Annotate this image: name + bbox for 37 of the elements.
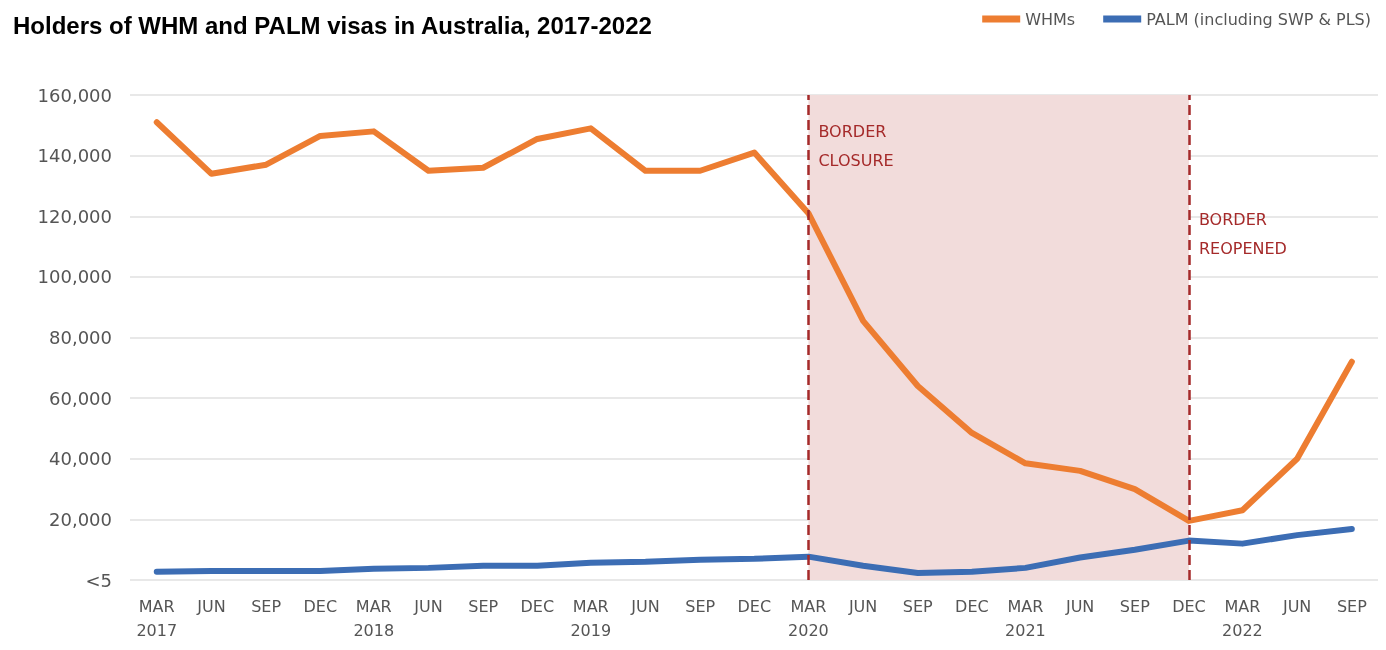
ref-line-label: BORDER REOPENED [1198, 210, 1287, 258]
x-tick-label: JUN [196, 596, 226, 616]
y-tick-label: <5 [85, 569, 112, 591]
y-tick-label: 100,000 [37, 266, 112, 288]
y-tick-label: 80,000 [49, 327, 112, 348]
x-tick-label: SEP [468, 596, 499, 616]
x-tick-label: JUN [630, 596, 660, 616]
x-tick-label: JUN [1281, 596, 1312, 616]
x-tick-label: MAR 2019 [570, 596, 612, 640]
x-tick-label: SEP [1336, 596, 1368, 616]
x-tick-label: DEC [737, 596, 772, 616]
y-tick-label: 40,000 [49, 448, 112, 470]
x-tick-label: DEC [955, 596, 989, 616]
legend-label: WHMs [1025, 9, 1076, 29]
x-tick-label: SEP [1119, 596, 1151, 616]
x-tick-label: MAR 2022 [1222, 596, 1263, 640]
x-tick-label: SEP [251, 596, 282, 616]
y-tick-label: 120,000 [37, 205, 112, 227]
x-tick-label: DEC [520, 596, 555, 616]
ref-line-label: BORDER CLOSURE [818, 122, 894, 170]
y-tick-label: 20,000 [49, 508, 112, 530]
x-tick-label: MAR 2018 [353, 596, 395, 640]
x-tick-label: MAR 2021 [1005, 596, 1046, 640]
x-tick-label: SEP [685, 596, 716, 616]
x-tick-label: SEP [902, 596, 934, 616]
y-tick-label: 60,000 [49, 387, 112, 409]
x-tick-label: DEC [303, 596, 338, 616]
y-tick-label: 160,000 [37, 84, 112, 106]
y-tick-label: 140,000 [37, 145, 112, 167]
x-tick-label: MAR 2020 [788, 596, 829, 640]
x-tick-label: DEC [1172, 596, 1206, 616]
x-tick-label: MAR 2017 [136, 596, 178, 640]
x-tick-label: JUN [413, 596, 443, 616]
x-tick-label: JUN [1064, 596, 1095, 616]
legend-label: PALM (including SWP & PLS) [1146, 9, 1372, 29]
x-tick-label: JUN [847, 596, 878, 616]
chart-title: Holders of WHM and PALM visas in Australia, 2017-2022 [13, 11, 652, 39]
